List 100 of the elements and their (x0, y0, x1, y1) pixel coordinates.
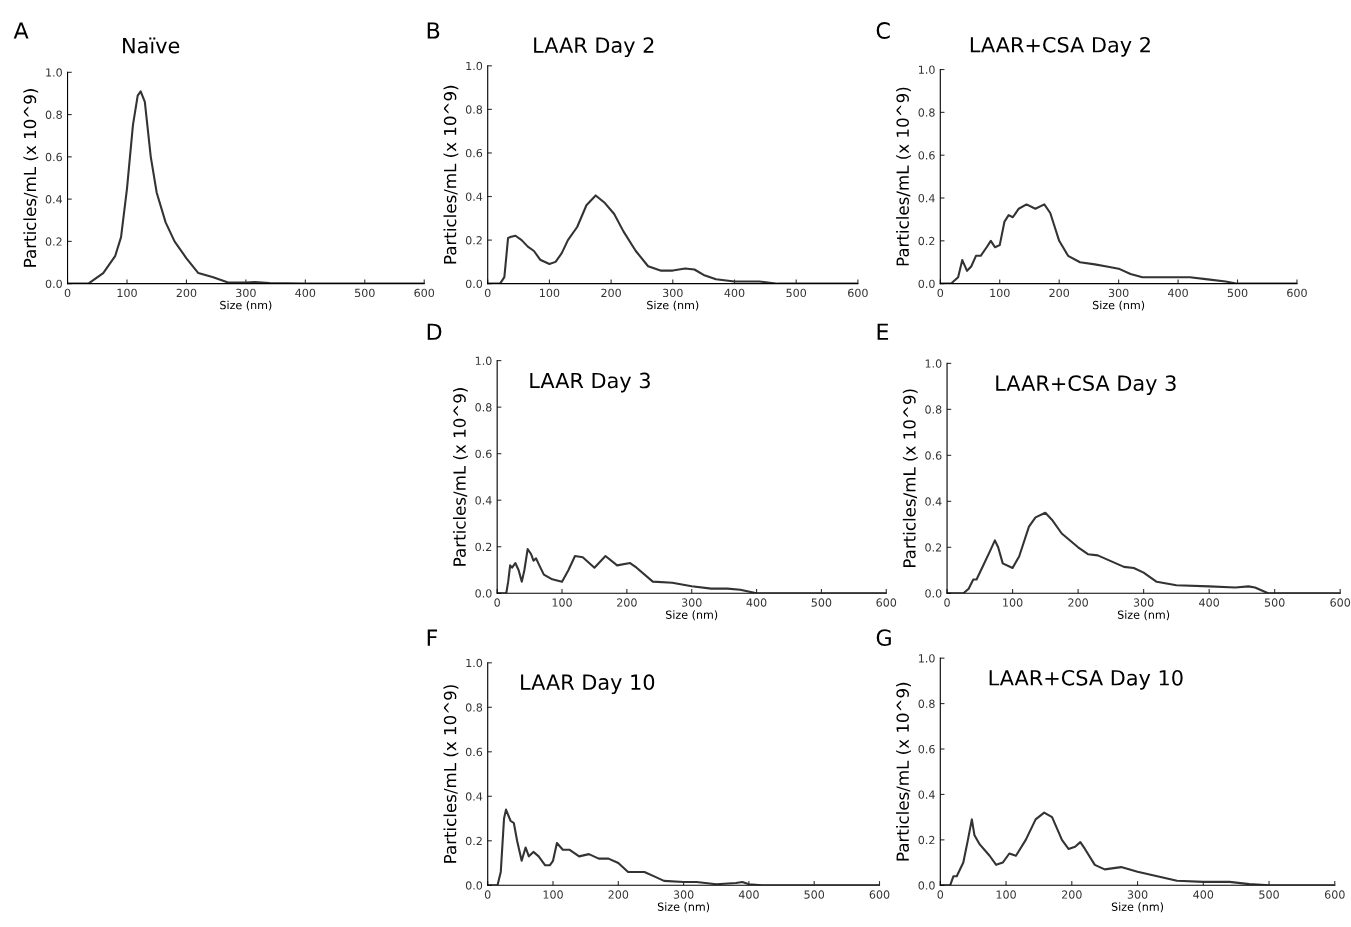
x-tick-label: 600 (1330, 598, 1351, 607)
y-tick-label: 0.2 (918, 835, 935, 845)
text: F (427, 629, 438, 646)
x-tick-label: 500 (1227, 288, 1248, 298)
x-tick-label: 600 (1287, 288, 1307, 298)
y-tick-label: 0.8 (918, 699, 935, 708)
y-axis-title: Particles/mL (x 10^9) (23, 89, 39, 267)
y-tick-label: 0.0 (475, 589, 492, 598)
y-tick-label: 0.0 (918, 279, 935, 289)
x-tick-label: 100 (1003, 598, 1023, 607)
x-tick-label: 300 (1108, 288, 1129, 298)
y-tick-label: 0.6 (925, 451, 942, 460)
x-axis-title: Size (nm) (1117, 610, 1170, 621)
x-tick-label: 100 (117, 288, 137, 298)
x-tick-label: 0 (64, 288, 71, 298)
x-tick-label: 200 (1068, 598, 1088, 607)
x-tick-label: 0 (937, 890, 944, 899)
x-tick-label: 500 (355, 288, 375, 298)
y-tick-label: 0.0 (465, 881, 483, 890)
y-tick-label: 1.0 (466, 658, 483, 668)
x-tick-label: 500 (786, 288, 807, 298)
text: B (427, 22, 440, 39)
x-axis-title: Size (nm) (666, 610, 718, 621)
y-tick-label: 0.8 (465, 703, 483, 712)
x-tick-label: 400 (295, 288, 316, 298)
y-tick-label: 1.0 (466, 61, 483, 71)
y-tick-label: 0.8 (475, 403, 492, 412)
x-tick-label: 0 (484, 288, 491, 298)
x-tick-label: 100 (990, 288, 1010, 298)
text: LAAR Day 3 (530, 372, 650, 393)
x-tick-label: 0 (937, 288, 944, 298)
y-axis-title: Particles/mL (x 10^9) (443, 685, 459, 863)
x-tick-label: 400 (724, 288, 745, 298)
y-tick-label: 0.6 (465, 148, 483, 158)
y-tick-label: 0.0 (918, 881, 935, 890)
text: E (877, 323, 889, 340)
y-tick-label: 0.4 (925, 497, 942, 506)
x-tick-label: 300 (673, 890, 694, 899)
x-tick-label: 600 (414, 288, 435, 298)
x-axis-title: Size (nm) (1092, 300, 1145, 311)
y-tick-label: 0.8 (918, 108, 935, 117)
x-axis-title: Size (nm) (1111, 902, 1164, 913)
x-tick-label: 0 (484, 890, 491, 899)
y-tick-label: 0.4 (465, 792, 483, 801)
y-tick-label: 1.0 (918, 65, 935, 74)
y-tick-label: 0.8 (45, 110, 62, 119)
x-tick-label: 500 (811, 598, 832, 607)
y-tick-label: 0.2 (475, 542, 492, 552)
y-tick-label: 1.0 (918, 654, 935, 663)
x-tick-label: 0 (944, 598, 950, 607)
text: LAAR+CSA Day 3 (996, 375, 1176, 396)
x-axis-title: Size (nm) (657, 902, 710, 913)
y-tick-label: 0.0 (925, 589, 942, 598)
y-tick-label: 0.8 (925, 405, 942, 414)
y-tick-label: 0.4 (465, 192, 483, 201)
y-tick-label: 0.6 (465, 747, 483, 757)
y-tick-label: 0.0 (465, 279, 483, 289)
x-tick-label: 600 (848, 288, 868, 298)
text: A (13, 22, 29, 39)
y-tick-label: 1.0 (46, 68, 62, 77)
x-tick-label: 400 (738, 890, 759, 899)
y-axis-title: Particles/mL (x 10^9) (452, 388, 468, 566)
x-axis-title: Size (nm) (220, 300, 272, 311)
x-tick-label: 200 (1049, 288, 1070, 298)
x-tick-label: 600 (869, 890, 890, 899)
x-tick-label: 300 (663, 288, 683, 298)
x-tick-label: 100 (543, 890, 563, 899)
y-tick-label: 0.4 (475, 496, 492, 505)
x-tick-label: 200 (176, 288, 197, 298)
x-tick-label: 400 (1199, 598, 1220, 607)
x-tick-label: 300 (1133, 598, 1154, 607)
text: G (876, 629, 891, 647)
x-tick-label: 500 (1259, 890, 1279, 899)
chart-title: LAAR+CSA Day 2 (970, 36, 1150, 57)
y-tick-label: 1.0 (925, 359, 942, 368)
y-tick-label: 0.6 (45, 152, 62, 162)
x-tick-label: 200 (601, 288, 621, 298)
x-tick-label: 600 (1324, 890, 1345, 899)
x-tick-label: 400 (1168, 288, 1188, 298)
chart-title: Naïve (123, 37, 180, 54)
x-tick-label: 0 (494, 598, 500, 607)
y-tick-label: 0.2 (925, 543, 942, 552)
y-tick-label: 0.6 (918, 744, 935, 754)
y-axis-title: Particles/mL (x 10^9) (443, 85, 459, 264)
x-tick-label: 400 (1193, 890, 1214, 899)
text: LAAR Day 10 (521, 674, 655, 695)
x-tick-label: 400 (746, 598, 767, 607)
x-tick-label: 100 (540, 288, 560, 298)
y-tick-label: 0.4 (918, 790, 935, 799)
y-tick-label: 0.4 (918, 193, 935, 203)
x-tick-label: 300 (1127, 890, 1148, 899)
y-tick-label: 0.8 (465, 105, 483, 114)
x-tick-label: 200 (1062, 890, 1082, 899)
x-tick-label: 600 (876, 598, 897, 607)
y-axis-title: Particles/mL (x 10^9) (896, 682, 911, 861)
y-tick-label: 0.2 (45, 237, 62, 246)
y-tick-label: 0.4 (45, 195, 63, 204)
x-tick-label: 100 (552, 598, 572, 607)
y-tick-label: 0.2 (465, 836, 482, 846)
chart-title: LAAR Day 2 (534, 37, 654, 58)
